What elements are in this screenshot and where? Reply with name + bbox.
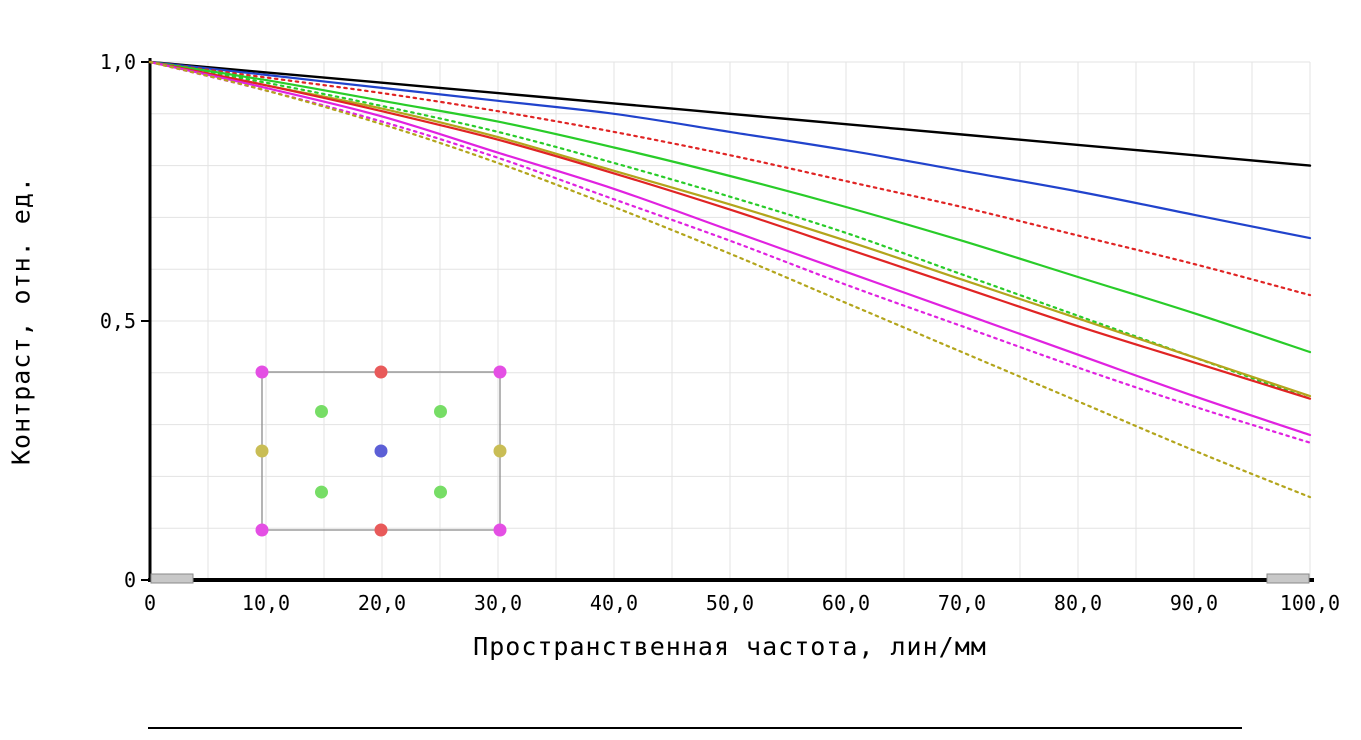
field-point-dot xyxy=(255,444,269,458)
x-tick-label: 10,0 xyxy=(242,591,290,615)
field-point-dot xyxy=(255,365,269,379)
x-tick-label: 70,0 xyxy=(938,591,986,615)
curve-mtf-red-dotted xyxy=(148,60,1312,297)
curve-mtf-olive-dotted xyxy=(148,60,1312,499)
field-point-dot xyxy=(493,365,507,379)
field-point-dot xyxy=(374,444,388,458)
y-tick-label: 0,5 xyxy=(100,309,136,333)
x-axis-title: Пространственная частота, лин/мм xyxy=(473,632,987,661)
x-tick-label: 60,0 xyxy=(822,591,870,615)
curve-mtf-green-dotted xyxy=(148,60,1312,400)
x-axis-scroll-handle-left[interactable] xyxy=(150,573,194,584)
field-point-dot xyxy=(434,485,447,499)
x-tick-label: 20,0 xyxy=(358,591,406,615)
x-tick-label: 40,0 xyxy=(590,591,638,615)
y-tick-label: 1,0 xyxy=(100,50,136,74)
x-tick-label: 80,0 xyxy=(1054,591,1102,615)
x-tick-label: 90,0 xyxy=(1170,591,1218,615)
field-point-dot xyxy=(255,523,269,537)
field-point-dot xyxy=(315,405,328,418)
field-point-dot xyxy=(374,523,388,537)
x-tick-label: 30,0 xyxy=(474,591,522,615)
y-tick-label: 0 xyxy=(124,568,136,592)
curve-mtf-green-solid xyxy=(148,60,1312,354)
bottom-panel-separator xyxy=(148,727,1242,729)
x-tick-label: 50,0 xyxy=(706,591,754,615)
field-point-dot xyxy=(493,444,507,458)
field-point-dot xyxy=(434,405,447,418)
x-tick-label: 0 xyxy=(144,591,156,615)
curve-mtf-magenta-dotted xyxy=(148,60,1312,444)
x-axis-scroll-handle-right[interactable] xyxy=(1266,573,1310,584)
curve-mtf-olive-solid xyxy=(148,60,1312,398)
curve-mtf-center-black-solid xyxy=(148,60,1312,167)
field-point-dot xyxy=(315,485,328,499)
field-point-dot xyxy=(493,523,507,537)
curve-mtf-magenta-solid xyxy=(148,60,1312,437)
curve-mtf-blue-solid xyxy=(148,60,1312,240)
field-point-dot xyxy=(374,365,388,379)
x-tick-label: 100,0 xyxy=(1280,591,1340,615)
curve-mtf-red-solid xyxy=(148,60,1312,400)
